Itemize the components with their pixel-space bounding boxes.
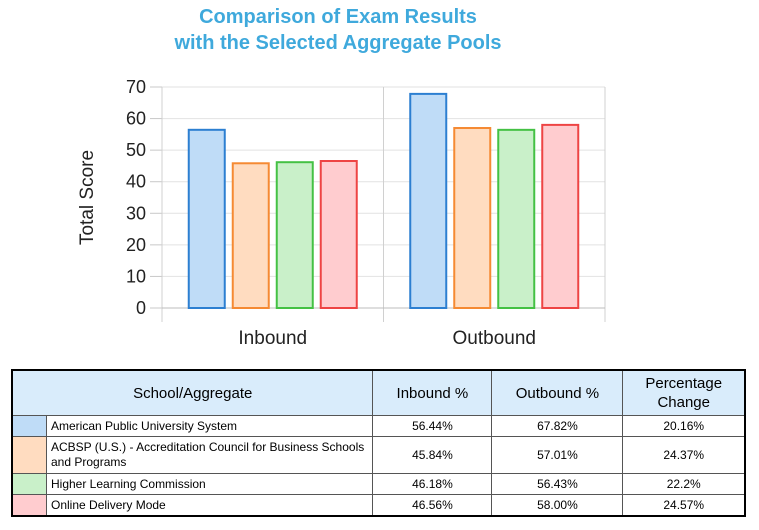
change-cell: 22.2% — [622, 473, 746, 495]
school-name-cell: Online Delivery Mode — [45, 494, 374, 517]
inbound-cell: 46.56% — [372, 494, 493, 517]
header-inbound: Inbound % — [372, 369, 493, 416]
school-name-cell: Higher Learning Commission — [45, 473, 374, 495]
x-category-label: Inbound — [238, 328, 307, 349]
bar-chart: 0 10 20 30 40 50 60 70 Inbound Outbound Total Scor… — [77, 77, 606, 349]
chart-title: Comparison of Exam Results with the Sele… — [0, 4, 676, 56]
legend-swatch — [11, 436, 47, 474]
school-name-cell: ACBSP (U.S.) - Accreditation Council for… — [45, 436, 374, 474]
y-tick-label: 10 — [126, 266, 146, 286]
y-tick-label: 20 — [126, 235, 146, 255]
bar — [541, 123, 580, 310]
table-header-row: School/Aggregate Inbound % Outbound % Pe… — [11, 369, 746, 416]
inbound-cell: 45.84% — [372, 436, 493, 474]
header-school: School/Aggregate — [11, 369, 374, 416]
y-tick-label: 60 — [126, 109, 146, 129]
y-tick-label: 0 — [136, 298, 146, 318]
bar — [319, 160, 358, 309]
change-cell: 20.16% — [622, 415, 746, 437]
results-table: School/Aggregate Inbound % Outbound % Pe… — [11, 369, 746, 517]
inbound-cell: 46.18% — [372, 473, 493, 495]
header-change: Percentage Change — [622, 369, 746, 416]
legend-swatch — [11, 415, 47, 437]
outbound-cell: 57.01% — [491, 436, 624, 474]
change-cell: 24.37% — [622, 436, 746, 474]
change-cell: 24.57% — [622, 494, 746, 517]
table-row: Online Delivery Mode 46.56% 58.00% 24.57% — [11, 494, 746, 517]
y-tick-label: 70 — [126, 77, 146, 97]
legend-swatch — [11, 473, 47, 495]
school-name-cell: American Public University System — [45, 415, 374, 437]
bar — [453, 127, 492, 309]
outbound-cell: 67.82% — [491, 415, 624, 437]
y-tick-label: 30 — [126, 203, 146, 223]
bar — [497, 128, 536, 310]
inbound-cell: 56.44% — [372, 415, 493, 437]
header-outbound: Outbound % — [491, 369, 624, 416]
y-axis-label: Total Score — [77, 150, 98, 245]
table-row: American Public University System 56.44% 6… — [11, 415, 746, 437]
table-row: ACBSP (U.S.) - Accreditation Council for… — [11, 436, 746, 474]
outbound-cell: 58.00% — [491, 494, 624, 517]
table-row: Higher Learning Commission 46.18% 56.43% 22… — [11, 473, 746, 495]
chart-title-line-1: Comparison of Exam Results — [199, 6, 477, 28]
legend-swatch — [11, 494, 47, 517]
table-body: American Public University System 56.44% 6… — [11, 415, 746, 517]
bar — [275, 161, 314, 309]
y-tick-label: 40 — [126, 172, 146, 192]
bar — [409, 92, 448, 310]
bar — [231, 162, 270, 310]
bar — [187, 128, 226, 310]
outbound-cell: 56.43% — [491, 473, 624, 495]
y-tick-label: 50 — [126, 140, 146, 160]
chart-title-line-2: with the Selected Aggregate Pools — [174, 32, 502, 54]
x-category-label: Outbound — [453, 328, 536, 349]
